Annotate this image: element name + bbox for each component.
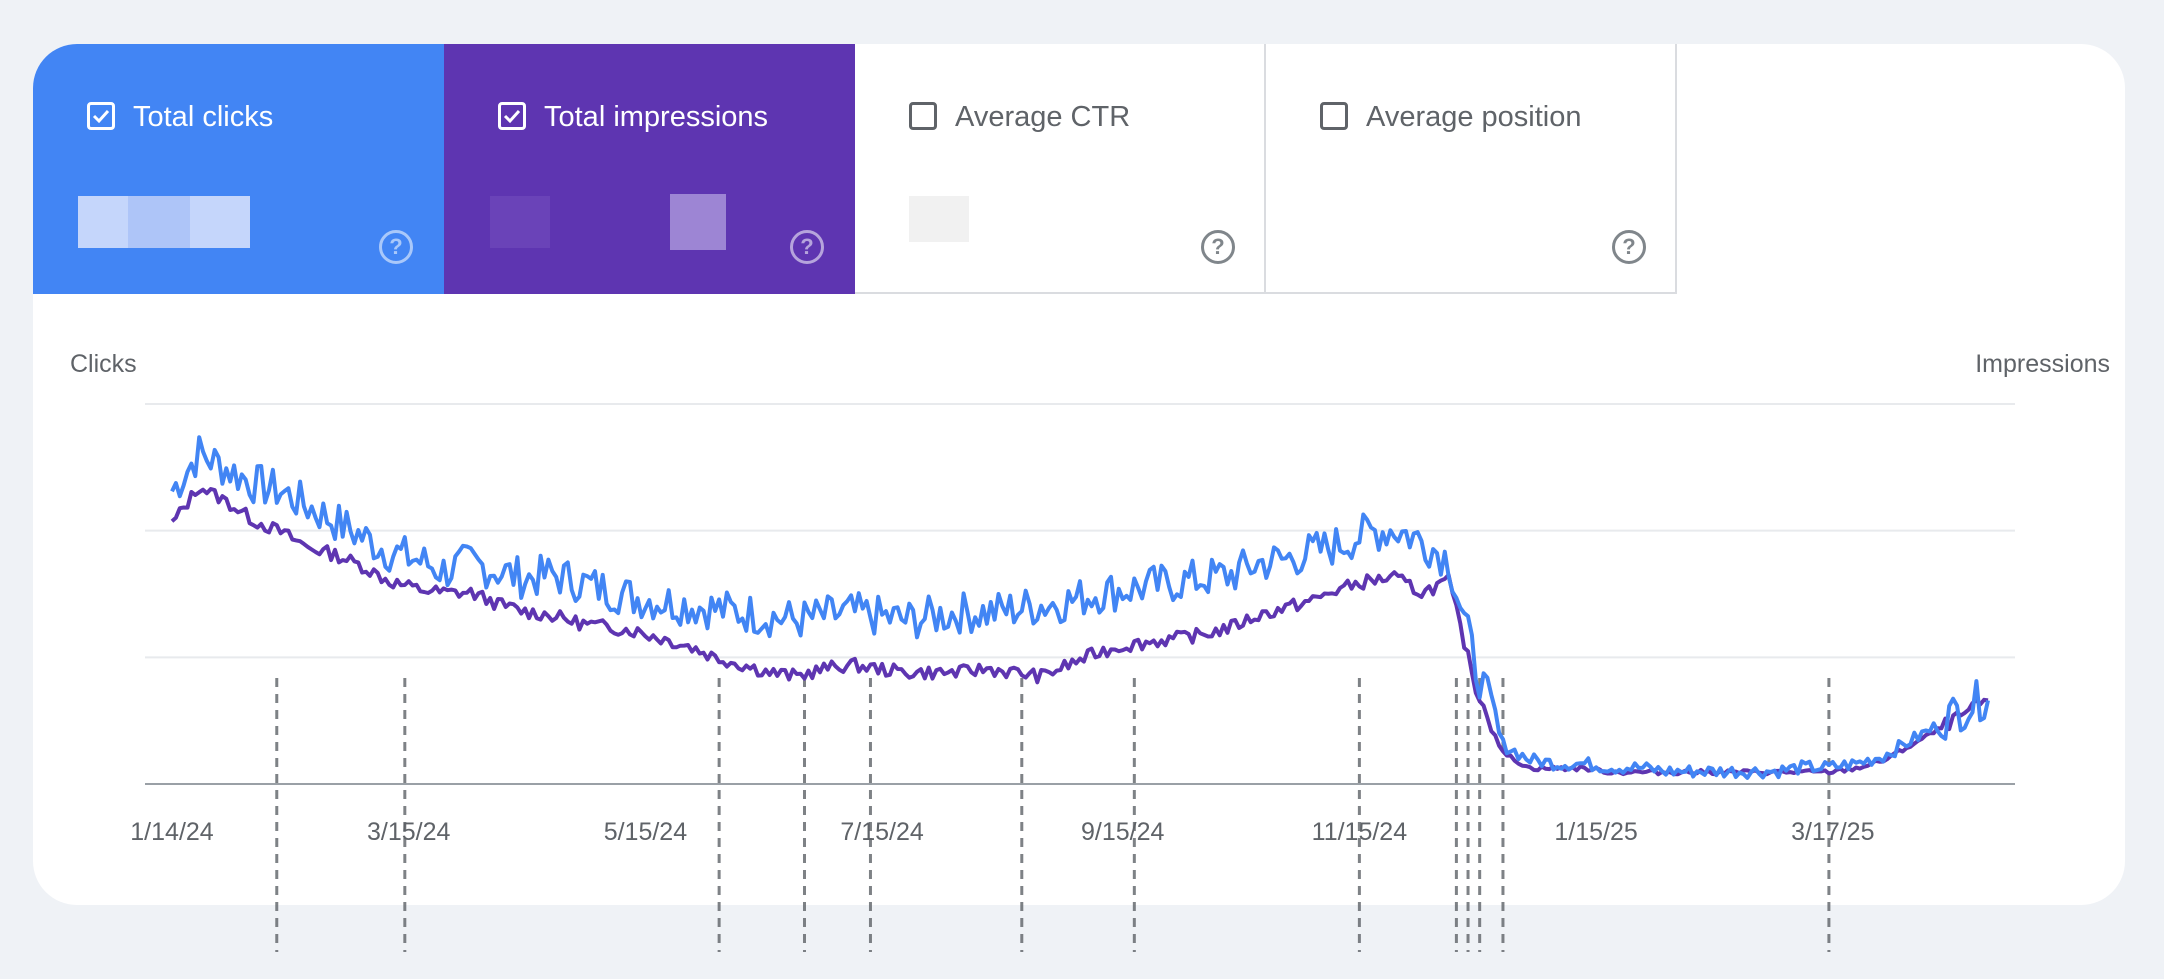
y-axis-left-label: Clicks [70, 350, 137, 378]
redacted-value [490, 196, 550, 248]
x-tick-label: 9/15/24 [1081, 818, 1165, 846]
redacted-value [909, 196, 969, 242]
metric-label: Average CTR [955, 101, 1131, 133]
x-tick-label: 7/15/24 [840, 818, 924, 846]
series-line-total-impressions [170, 487, 1989, 777]
checkbox-checked-icon[interactable] [87, 102, 115, 130]
metric-label: Total clicks [133, 101, 274, 133]
x-tick-label: 5/15/24 [604, 818, 688, 846]
help-icon[interactable]: ? [790, 230, 824, 264]
checkbox-checked-icon[interactable] [498, 102, 526, 130]
help-icon[interactable]: ? [379, 230, 413, 264]
metric-label: Average position [1366, 101, 1582, 133]
x-tick-label: 1/15/25 [1554, 818, 1637, 846]
x-tick-label: 11/15/24 [1312, 818, 1408, 846]
redacted-value [78, 196, 250, 248]
redacted-value [670, 194, 726, 250]
metric-label: Total impressions [544, 101, 769, 133]
performance-card: Total clicks ? Total impressions ? Avera… [33, 44, 2125, 905]
x-tick-label: 1/14/24 [130, 818, 214, 846]
metric-tab-total-impressions[interactable]: Total impressions ? [444, 44, 855, 294]
y-axis-right-label: Impressions [1975, 350, 2110, 378]
series-line-total-clicks [170, 435, 1990, 780]
checkbox-unchecked-icon[interactable] [1320, 102, 1348, 130]
x-tick-label: 3/15/24 [367, 818, 451, 846]
x-tick-label: 3/17/25 [1791, 818, 1874, 846]
checkbox-unchecked-icon[interactable] [909, 102, 937, 130]
help-icon[interactable]: ? [1612, 230, 1646, 264]
metric-tab-average-ctr[interactable]: Average CTR ? [855, 44, 1266, 294]
metric-tab-average-position[interactable]: Average position ? [1266, 44, 1677, 294]
help-icon[interactable]: ? [1201, 230, 1235, 264]
metric-tab-total-clicks[interactable]: Total clicks ? [33, 44, 444, 294]
